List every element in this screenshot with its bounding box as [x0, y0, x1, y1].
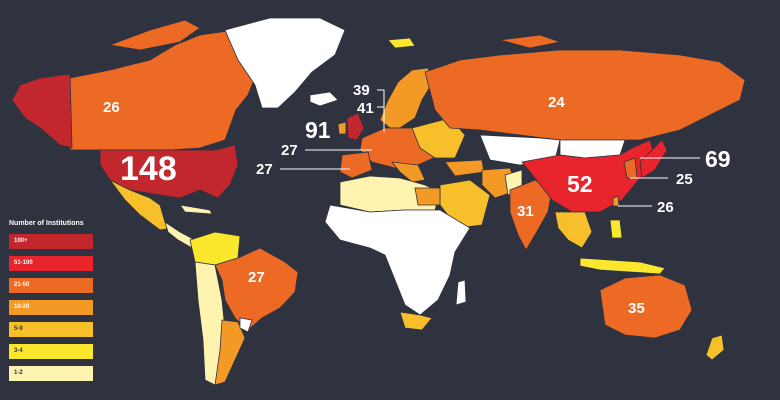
india-count-label: 31 [517, 203, 534, 220]
uk-count-label: 91 [305, 117, 331, 143]
sweden-count-label: 39 [353, 82, 370, 99]
italy-balkans-region [391, 161, 426, 183]
legend-item-5-9: 5-9 [9, 322, 93, 337]
new-zealand-region [705, 334, 725, 361]
legend-item-51-100: 51-100 [9, 256, 93, 271]
canadian-arctic-islands [108, 19, 201, 51]
uk-region [346, 112, 365, 141]
greenland-region [224, 17, 346, 109]
legend-item-10-20: 10-20 [9, 300, 93, 315]
australia-region [599, 274, 693, 339]
iberia-region [339, 151, 373, 179]
cuba-region [179, 204, 213, 215]
taiwan-count-label: 26 [657, 199, 674, 216]
south-korea-count-label: 25 [676, 171, 693, 188]
spain-count-label: 27 [256, 161, 273, 178]
legend-item-1-2: 1-2 [9, 366, 93, 381]
legend-items: 100+ 51-100 21-50 10-20 5-9 3-4 1-2 [9, 234, 93, 381]
egypt-region [414, 187, 441, 206]
canada-region [69, 29, 259, 151]
philippines-region [609, 219, 623, 239]
usa-count-label: 148 [120, 150, 177, 188]
russia-region [424, 49, 746, 141]
legend-title: Number of Institutions [9, 220, 84, 227]
legend-item-21-50: 21-50 [9, 278, 93, 293]
alaska-region [11, 73, 73, 149]
uruguay-region [239, 317, 253, 333]
china-count-label: 52 [567, 171, 593, 197]
madagascar-region [455, 279, 467, 306]
france-count-label: 27 [281, 142, 298, 159]
japan-count-label: 69 [705, 146, 731, 172]
russia-arctic-islands [499, 34, 562, 49]
australia-count-label: 35 [628, 300, 645, 317]
iceland-region [309, 91, 339, 107]
canada-count-label: 26 [103, 99, 120, 116]
central-america-region [164, 221, 196, 249]
brazil-count-label: 27 [248, 269, 265, 286]
argentina-region [214, 319, 246, 386]
legend: Number of Institutions 100+ 51-100 21-50 10… [9, 220, 93, 388]
legend-item-3-4: 3-4 [9, 344, 93, 359]
netherlands-leader-line [377, 106, 385, 132]
legend-item-100+: 100+ [9, 234, 93, 249]
ireland-region [337, 121, 347, 135]
sub-saharan-africa-region [324, 204, 471, 316]
brazil-region [214, 247, 299, 331]
indonesia-region [579, 257, 666, 275]
southeast-asia-region [554, 211, 593, 249]
russia-count-label: 24 [548, 94, 565, 111]
turkey-region [444, 159, 485, 177]
taiwan-region [612, 195, 620, 207]
scandinavia-region [379, 67, 434, 129]
south-africa-region [399, 311, 433, 331]
netherlands-count-label: 41 [357, 100, 374, 117]
svalbard-region [387, 37, 416, 49]
